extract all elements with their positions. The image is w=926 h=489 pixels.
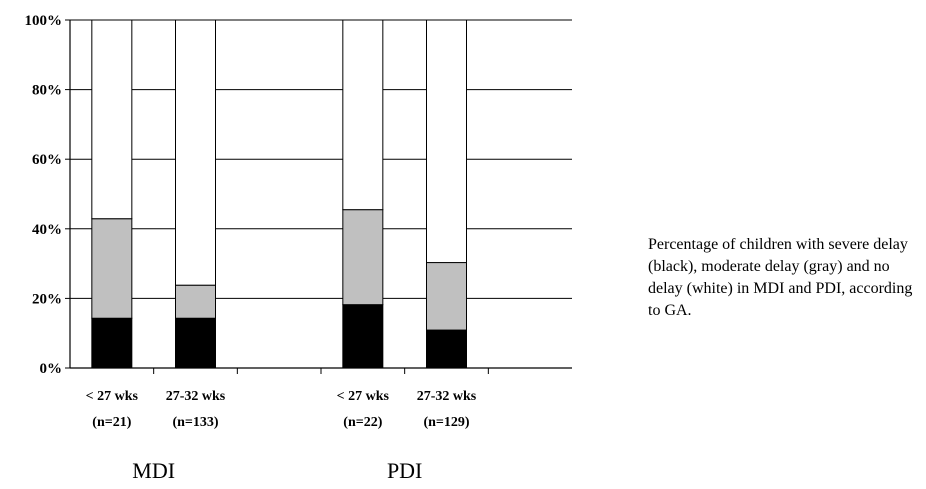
group-label: PDI — [387, 458, 422, 483]
y-tick-label: 60% — [32, 152, 62, 168]
x-category-label: < 27 wks — [337, 389, 390, 404]
bar-segment — [426, 329, 467, 369]
figure-caption: Percentage of children with severe delay… — [648, 236, 913, 319]
bar-segment — [342, 209, 384, 306]
stacked-bar-chart: 0% 20% 40% 60% 80% 100% < 27 wks (n=21) 27-32 wk… — [25, 13, 572, 483]
x-category-n-label: (n=133) — [172, 415, 218, 430]
bar-segment — [342, 19, 384, 211]
x-category-label: 27-32 wks — [417, 389, 477, 404]
x-category-label: 27-32 wks — [166, 389, 226, 404]
y-tick-label: 20% — [32, 291, 62, 307]
group-label: MDI — [132, 458, 175, 483]
bar-segment — [342, 304, 384, 369]
bar-segment — [175, 284, 216, 319]
bar-segment — [91, 317, 133, 369]
bar-segment — [91, 218, 133, 319]
bar-segment — [426, 262, 467, 331]
x-category-label: < 27 wks — [86, 389, 139, 404]
x-category-n-label: (n=129) — [423, 415, 469, 430]
x-category-n-label: (n=21) — [92, 415, 131, 430]
bar-segment — [175, 19, 216, 286]
y-tick-label: 80% — [32, 83, 62, 99]
y-tick-label: 100% — [25, 13, 63, 29]
y-tick-label: 0% — [40, 361, 63, 377]
bar-segment — [426, 19, 467, 264]
bar-segment — [91, 19, 133, 220]
y-tick-label: 40% — [32, 222, 62, 238]
x-category-n-label: (n=22) — [343, 415, 382, 430]
bar-segment — [175, 317, 216, 369]
